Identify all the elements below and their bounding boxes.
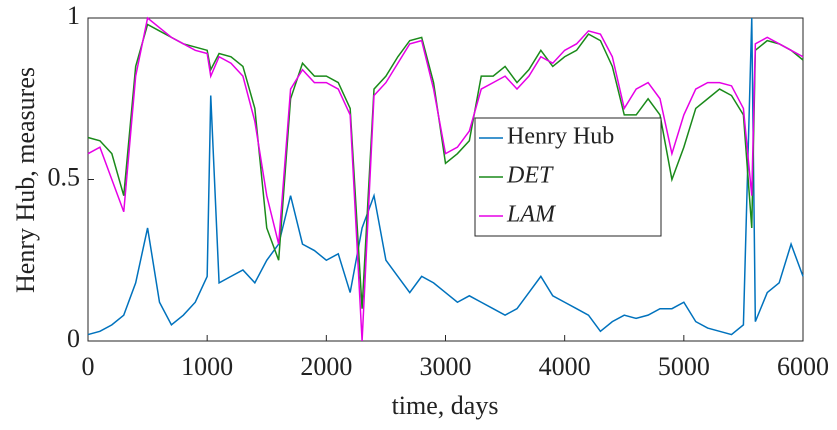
legend-box <box>474 117 662 237</box>
x-tick-label: 0 <box>82 352 95 381</box>
x-tick-label: 4000 <box>539 352 591 381</box>
x-axis-label: time, days <box>392 391 499 420</box>
series-line <box>87 17 804 336</box>
y-axis-label: Henry Hub, measures <box>11 67 40 293</box>
x-tick-label: 5000 <box>658 352 710 381</box>
x-tick-label: 2000 <box>300 352 352 381</box>
y-tick-label: 0.5 <box>48 162 81 191</box>
legend-label: LAM <box>506 202 557 228</box>
y-tick-label: 1 <box>67 1 80 30</box>
legend-label: Henry Hub <box>507 124 614 150</box>
x-tick-label: 3000 <box>420 352 472 381</box>
x-tick-label: 6000 <box>777 352 829 381</box>
x-tick-label: 1000 <box>181 352 233 381</box>
y-tick-label: 0 <box>67 324 80 353</box>
series-line <box>87 16 804 342</box>
legend-label: DET <box>506 163 554 189</box>
series-line <box>87 23 804 309</box>
